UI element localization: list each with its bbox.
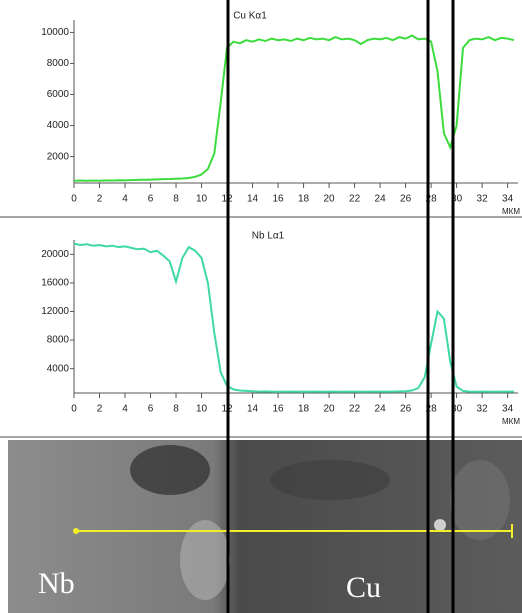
x-tick-label: 16 (272, 404, 284, 415)
y-tick-label: 8000 (47, 335, 70, 346)
y-tick-label: 2000 (47, 151, 70, 162)
data-line (73, 242, 514, 393)
x-tick-label: 18 (298, 404, 310, 415)
y-tick-label: 16000 (41, 278, 69, 289)
boundary-lines (226, 0, 455, 613)
y-tick-label: 4000 (47, 363, 70, 374)
x-tick-label: 6 (148, 194, 154, 205)
x-tick-label: 10 (196, 194, 208, 205)
x-tick-label: 24 (375, 404, 387, 415)
region-label: Cu (346, 571, 381, 604)
y-tick-label: 20000 (41, 249, 69, 260)
y-tick-label: 4000 (47, 120, 70, 131)
x-tick-label: 32 (477, 404, 489, 415)
x-tick-label: 18 (298, 194, 310, 205)
x-tick-label: 34 (502, 194, 514, 205)
x-tick-label: 30 (451, 404, 463, 415)
x-tick-label: 8 (173, 194, 179, 205)
x-tick-label: 24 (375, 194, 387, 205)
x-tick-label: 8 (173, 404, 179, 415)
x-tick-label: 14 (247, 404, 259, 415)
chart-title: Nb Lα1 (252, 231, 285, 242)
data-line (73, 34, 515, 182)
y-tick-label: 8000 (47, 58, 70, 69)
x-tick-label: 30 (451, 194, 463, 205)
x-tick-label: 0 (71, 194, 77, 205)
sem-image: Nb Cu (8, 440, 522, 613)
y-tick-label: 6000 (47, 89, 70, 100)
y-tick-label: 12000 (41, 306, 69, 317)
chart-title: Cu Kα1 (233, 11, 267, 22)
x-tick-label: 22 (349, 404, 361, 415)
x-tick-label: 28 (426, 404, 438, 415)
x-tick-label: 2 (97, 404, 103, 415)
x-tick-label: 20 (324, 404, 336, 415)
region-label: Nb (38, 567, 75, 600)
x-tick-label: 32 (477, 194, 489, 205)
y-tick-label: 10000 (41, 27, 69, 38)
x-tick-label: 4 (122, 404, 128, 415)
x-tick-label: 6 (148, 404, 154, 415)
x-axis-label: МКМ (502, 207, 520, 216)
x-tick-label: 10 (196, 404, 208, 415)
x-tick-label: 22 (349, 194, 361, 205)
x-tick-label: 0 (71, 404, 77, 415)
x-tick-label: 26 (400, 194, 412, 205)
x-tick-label: 16 (272, 194, 284, 205)
x-tick-label: 28 (426, 194, 438, 205)
x-tick-label: 14 (247, 194, 259, 205)
x-tick-label: 4 (122, 194, 128, 205)
x-tick-label: 26 (400, 404, 412, 415)
x-tick-label: 34 (502, 404, 514, 415)
x-tick-label: 2 (97, 194, 103, 205)
x-tick-label: 20 (324, 194, 336, 205)
x-axis-label: МКМ (502, 417, 520, 426)
